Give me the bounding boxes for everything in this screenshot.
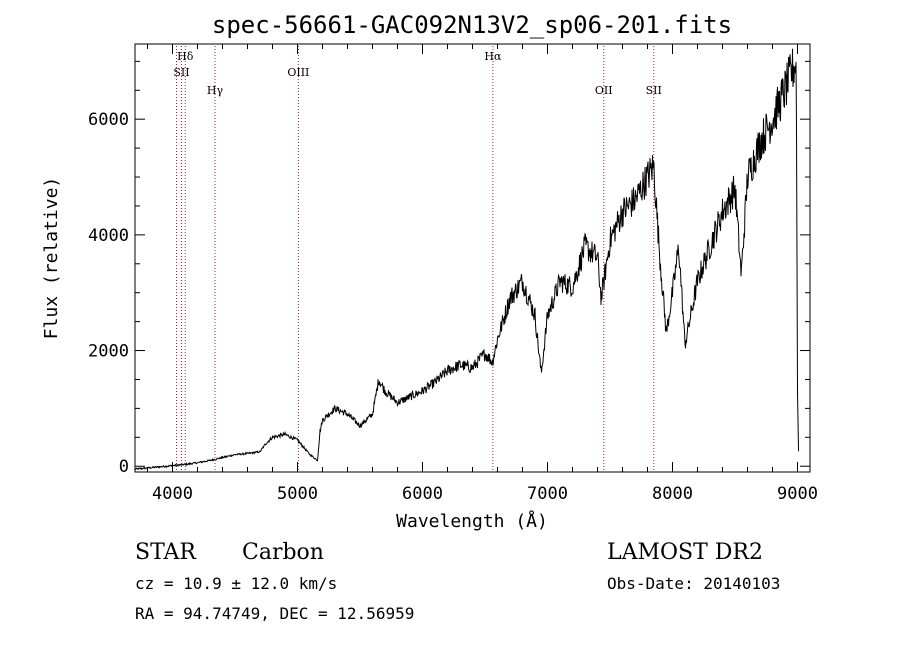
line-marker-label: Hα — [484, 50, 502, 63]
line-marker-label: Hγ — [207, 84, 224, 97]
spectral-line-markers: Hδ SII Hγ OIII Hα OII SII — [173, 46, 662, 472]
object-subclass: Carbon — [242, 540, 324, 565]
object-class: STAR — [135, 540, 197, 565]
x-tick-label: 4000 — [152, 484, 193, 504]
line-marker-label: Hδ — [177, 50, 194, 63]
x-tick-label: 6000 — [402, 484, 443, 504]
x-tick-label: 5000 — [277, 484, 318, 504]
y-tick-label: 6000 — [88, 110, 129, 130]
y-axis-label: Flux (relative) — [41, 177, 62, 340]
spectrum-line — [134, 48, 799, 471]
coordinates: RA = 94.74749, DEC = 12.56959 — [135, 604, 414, 623]
y-tick-label: 0 — [119, 457, 129, 477]
x-axis-ticks: 4000 5000 6000 7000 8000 9000 — [147, 44, 818, 504]
x-tick-label: 7000 — [527, 484, 568, 504]
x-tick-label: 9000 — [777, 484, 818, 504]
y-tick-label: 2000 — [88, 342, 129, 362]
line-marker-label: SII — [646, 84, 662, 97]
x-tick-label: 8000 — [652, 484, 693, 504]
cz-value: cz = 10.9 ± 12.0 km/s — [135, 574, 337, 593]
y-tick-label: 4000 — [88, 226, 129, 246]
y-axis-ticks: 0 2000 4000 6000 — [88, 60, 810, 477]
line-marker-label: SII — [173, 66, 189, 79]
obs-date: Obs-Date: 20140103 — [607, 574, 780, 593]
survey-label: LAMOST DR2 — [607, 540, 763, 565]
plot-frame — [134, 43, 811, 473]
x-axis-label: Wavelength (Å) — [396, 510, 548, 532]
line-marker-label: OII — [595, 84, 613, 97]
line-marker-label: OIII — [287, 66, 309, 79]
chart-title: spec-56661-GAC092N13V2_sp06-201.fits — [212, 11, 732, 39]
